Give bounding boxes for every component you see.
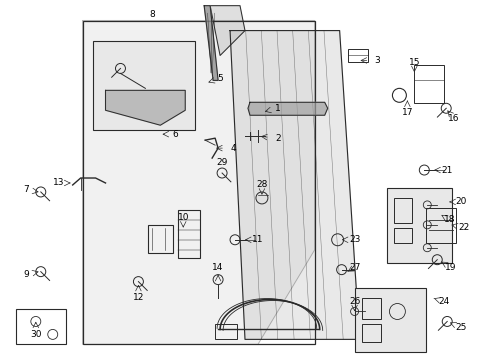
- Bar: [413, 66, 443, 103]
- Bar: [361, 298, 381, 319]
- Bar: [426, 208, 455, 243]
- Bar: [347, 49, 367, 62]
- Text: 24: 24: [438, 297, 449, 306]
- Bar: [394, 228, 411, 243]
- Text: 8: 8: [149, 10, 155, 19]
- Text: 2: 2: [274, 134, 280, 143]
- Text: 18: 18: [443, 215, 454, 224]
- Bar: [92, 41, 195, 130]
- Text: 3: 3: [374, 56, 380, 65]
- Text: 20: 20: [454, 197, 466, 206]
- Text: 17: 17: [401, 108, 412, 117]
- Polygon shape: [247, 102, 327, 115]
- Bar: [361, 324, 381, 342]
- Bar: [148, 225, 173, 253]
- Polygon shape: [82, 21, 314, 345]
- Text: 5: 5: [217, 74, 223, 83]
- Polygon shape: [203, 6, 218, 80]
- Text: 30: 30: [30, 330, 41, 339]
- Text: 19: 19: [445, 263, 456, 272]
- Text: 15: 15: [408, 58, 419, 67]
- Text: 12: 12: [132, 293, 144, 302]
- Polygon shape: [229, 31, 359, 339]
- Text: 26: 26: [348, 297, 360, 306]
- Text: 10: 10: [177, 213, 188, 222]
- Text: 25: 25: [454, 323, 466, 332]
- Text: 11: 11: [252, 235, 263, 244]
- Bar: [394, 198, 411, 223]
- Polygon shape: [210, 6, 244, 55]
- Text: 28: 28: [256, 180, 267, 189]
- Bar: [215, 324, 237, 339]
- Text: 29: 29: [216, 158, 227, 167]
- Text: 16: 16: [447, 114, 459, 123]
- Polygon shape: [105, 90, 185, 125]
- Text: 27: 27: [348, 263, 360, 272]
- Text: 6: 6: [172, 130, 178, 139]
- Text: 21: 21: [441, 166, 452, 175]
- Text: 1: 1: [274, 104, 280, 113]
- Text: 14: 14: [212, 263, 224, 272]
- Text: 7: 7: [23, 185, 29, 194]
- Text: 4: 4: [230, 144, 235, 153]
- Bar: [354, 288, 426, 352]
- Text: 22: 22: [458, 223, 469, 232]
- Bar: [82, 21, 314, 345]
- Text: 9: 9: [23, 270, 29, 279]
- Bar: [178, 210, 200, 258]
- Text: 13: 13: [53, 179, 64, 188]
- Bar: [16, 310, 65, 345]
- Text: 23: 23: [348, 235, 360, 244]
- Bar: [386, 188, 451, 263]
